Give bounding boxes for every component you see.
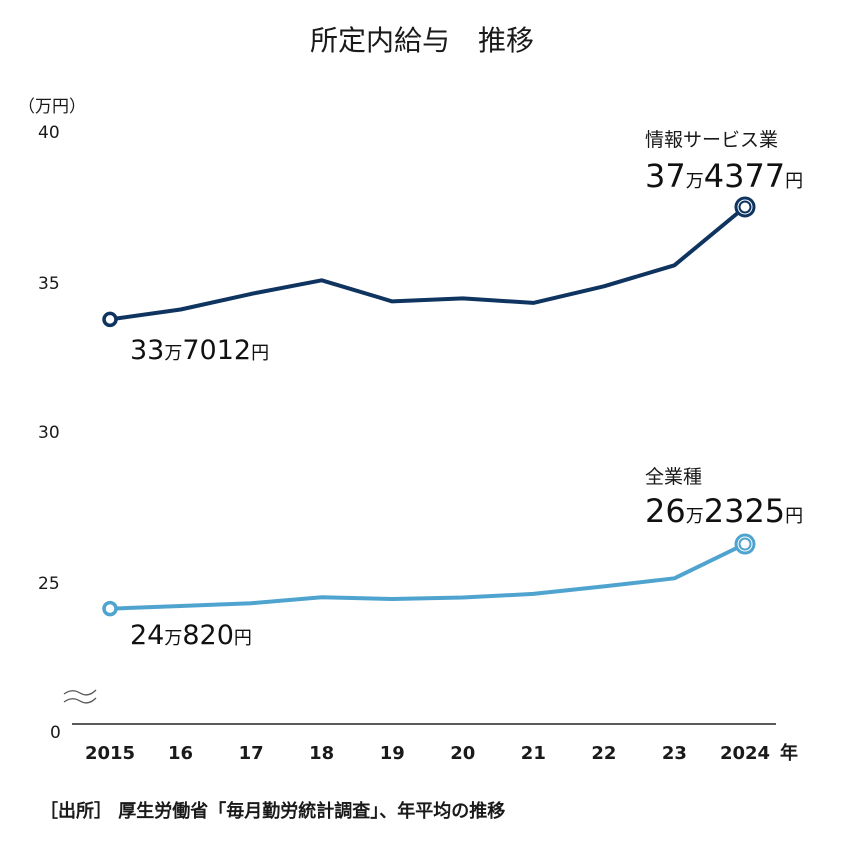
x-tick-20: 20: [450, 743, 475, 764]
series-line-info-service: [109, 205, 747, 322]
start-value-all-industries: 24万820円: [130, 620, 252, 651]
x-tick-23: 23: [662, 743, 687, 764]
y-tick-40: 40: [38, 123, 60, 143]
series-name-all-industries: 全業種: [645, 466, 702, 488]
y-tick-35: 35: [38, 274, 60, 294]
chart-title: 所定内給与 推移: [310, 24, 534, 57]
axis-break-icon: [63, 689, 97, 704]
data-point-info-service-2015: [102, 311, 118, 328]
series-info-service: [102, 196, 756, 328]
source-note: ［出所］ 厚生労働省「毎月勤労統計調査」、年平均の推移: [40, 800, 505, 822]
x-tick-2024: 2024: [720, 743, 770, 764]
data-point-all-industries-2024-inner: [738, 537, 752, 551]
data-point-info-service-2024-inner: [738, 200, 752, 214]
series-line-all-industries: [109, 542, 746, 611]
y-tick-30: 30: [38, 423, 60, 443]
x-tick-16: 16: [168, 743, 193, 764]
end-value-all-industries: 26万2325円: [645, 492, 803, 530]
series-name-info-service: 情報サービス業: [645, 129, 778, 151]
y-axis-unit-label: （万円）: [18, 97, 86, 117]
x-axis-unit-label: 年: [780, 742, 798, 764]
y-tick-0: 0: [50, 723, 61, 743]
data-point-all-industries-2015: [102, 600, 118, 617]
x-tick-2015: 2015: [85, 743, 135, 764]
x-tick-18: 18: [309, 743, 334, 764]
x-tick-21: 21: [521, 743, 546, 764]
x-tick-17: 17: [239, 743, 264, 764]
y-axis-ticks: 40 35 30 25 0: [38, 123, 61, 743]
y-tick-25: 25: [38, 574, 60, 594]
x-tick-22: 22: [591, 743, 616, 764]
x-tick-19: 19: [380, 743, 405, 764]
series-all-industries: [102, 533, 756, 617]
start-value-info-service: 33万7012円: [130, 335, 269, 366]
end-value-info-service: 37万4377円: [645, 157, 803, 195]
x-axis-ticks: 2015 16 17 18 19 20 21 22 23 2024: [85, 743, 770, 764]
